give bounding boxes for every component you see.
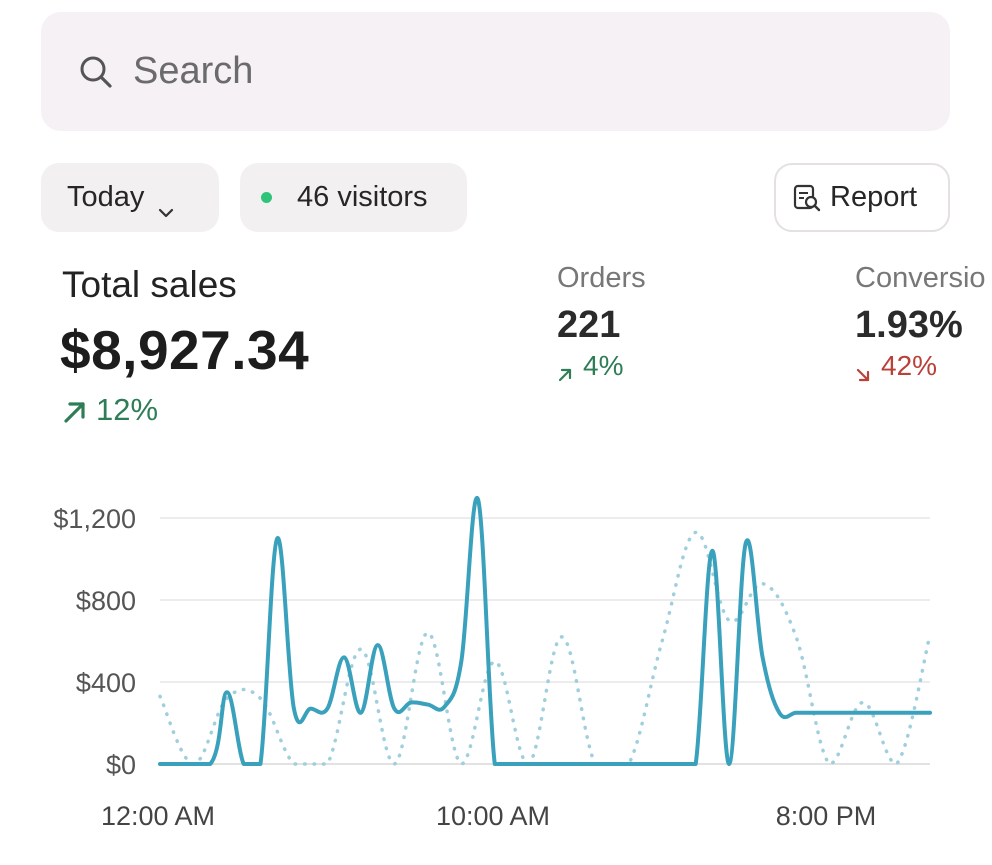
- total-sales-change-value: 12%: [96, 392, 159, 427]
- arrow-up-right-icon: [557, 358, 573, 382]
- sales-chart[interactable]: $0 $400 $800 $1,200 12:00 AM 10:00 AM 8:00 PM: [0, 470, 992, 865]
- search-placeholder[interactable]: Search: [133, 50, 254, 92]
- orders-label: Orders: [557, 262, 646, 294]
- total-sales-label: Total sales: [62, 264, 237, 305]
- chevron-down-icon: [158, 193, 174, 217]
- orders-change-value: 4%: [583, 350, 624, 381]
- y-tick-label: $0: [106, 750, 136, 780]
- conversion-value: 1.93%: [855, 304, 963, 346]
- live-visitors-pill[interactable]: 46 visitors: [240, 163, 467, 232]
- conversion-label: Conversio: [855, 262, 986, 294]
- y-tick-label: $800: [76, 586, 136, 616]
- conversion-change-value: 42%: [881, 350, 938, 381]
- conversion-change: 42%: [855, 350, 937, 382]
- comparison-series-line: [158, 530, 932, 766]
- report-search-icon: [792, 183, 822, 213]
- orders-change: 4%: [557, 350, 623, 382]
- y-tick-label: $400: [76, 668, 136, 698]
- x-tick-label: 10:00 AM: [436, 801, 550, 831]
- arrow-up-right-icon: [62, 397, 88, 423]
- arrow-down-right-icon: [855, 358, 871, 382]
- x-tick-label: 8:00 PM: [776, 801, 877, 831]
- date-range-dropdown[interactable]: Today: [41, 163, 219, 232]
- total-sales-change: 12%: [62, 392, 158, 428]
- total-sales-value: $8,927.34: [60, 319, 310, 381]
- sales-series-line: [158, 495, 932, 766]
- search-icon: [77, 53, 115, 91]
- visitors-label: 46 visitors: [297, 181, 428, 213]
- search-bar[interactable]: Search: [41, 12, 950, 131]
- sales-chart-svg: $0 $400 $800 $1,200 12:00 AM 10:00 AM 8:00 PM: [53, 495, 932, 831]
- x-tick-label: 12:00 AM: [101, 801, 215, 831]
- report-button[interactable]: Report: [774, 163, 950, 232]
- y-tick-label: $1,200: [53, 504, 136, 534]
- report-button-label: Report: [830, 181, 918, 213]
- orders-value: 221: [557, 304, 621, 346]
- date-range-label: Today: [67, 181, 145, 213]
- live-status-dot: [261, 192, 272, 203]
